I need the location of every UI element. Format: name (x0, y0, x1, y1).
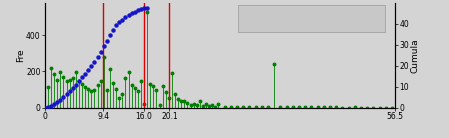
Y-axis label: Fre: Fre (16, 48, 25, 62)
Bar (238, 5, 385, 32)
Y-axis label: Cumula: Cumula (410, 38, 419, 72)
